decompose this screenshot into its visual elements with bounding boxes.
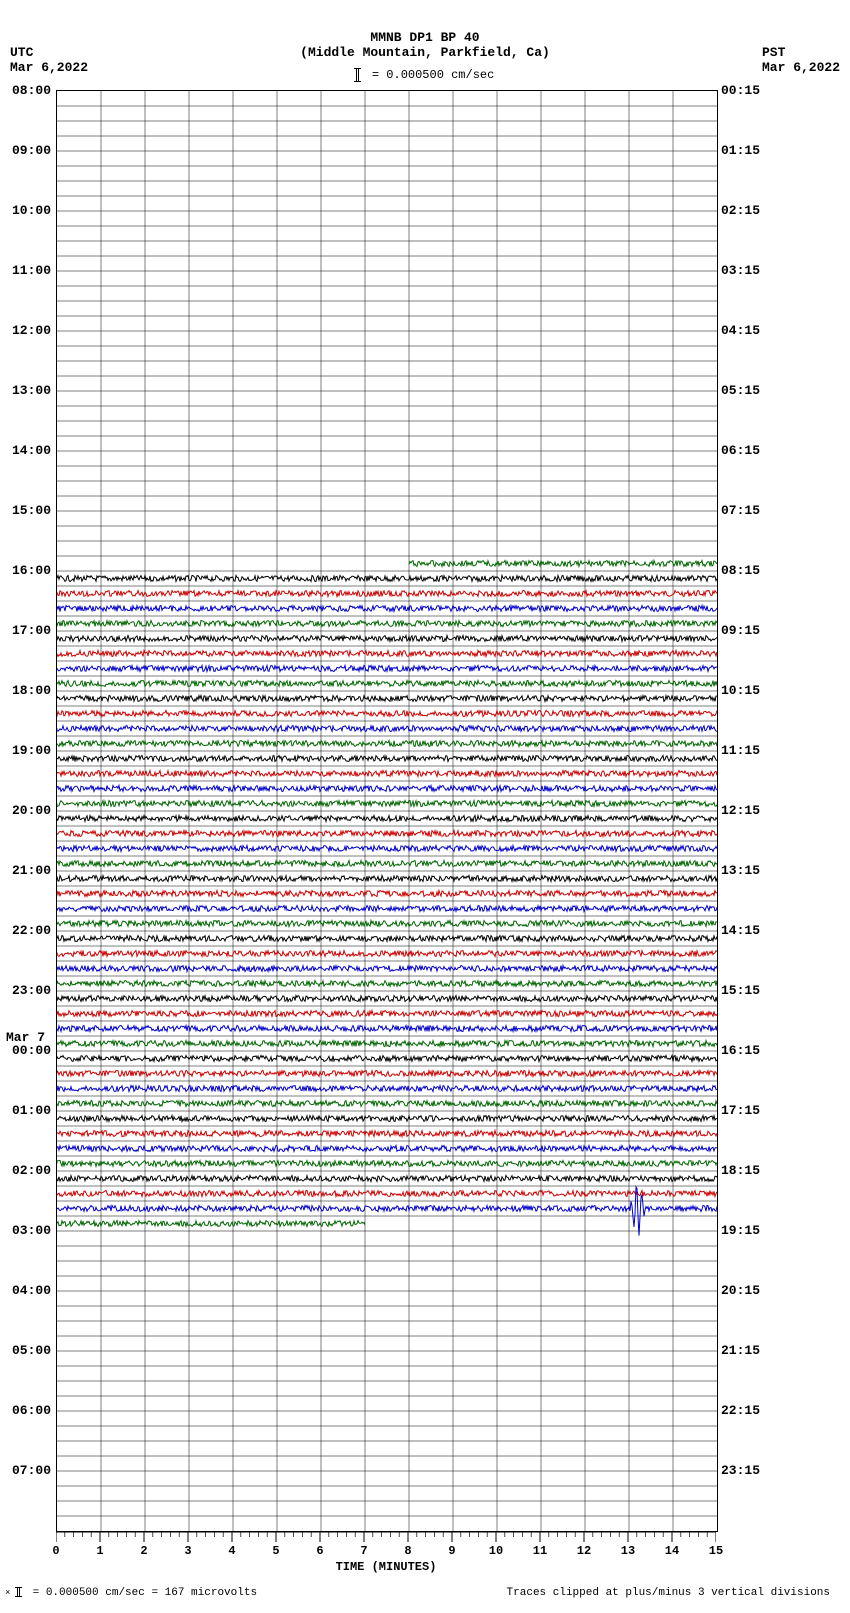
utc-hour-label: 00:00 — [3, 1043, 51, 1058]
utc-hour-label: 14:00 — [3, 443, 51, 458]
pst-hour-label: 11:15 — [721, 743, 760, 758]
scale-bar-icon — [356, 68, 359, 82]
pst-hour-label: 13:15 — [721, 863, 760, 878]
utc-hour-label: 05:00 — [3, 1343, 51, 1358]
utc-hour-label: 22:00 — [3, 923, 51, 938]
x-tick-label: 6 — [316, 1544, 323, 1558]
pst-hour-label: 22:15 — [721, 1403, 760, 1418]
pst-hour-label: 21:15 — [721, 1343, 760, 1358]
utc-hour-label: 18:00 — [3, 683, 51, 698]
pst-hour-label: 02:15 — [721, 203, 760, 218]
x-tick-label: 2 — [140, 1544, 147, 1558]
x-tick-label: 7 — [360, 1544, 367, 1558]
x-tick-label: 11 — [533, 1544, 547, 1558]
utc-hour-label: 10:00 — [3, 203, 51, 218]
pst-tz: PST — [762, 45, 840, 60]
seismogram-container: MMNB DP1 BP 40 (Middle Mountain, Parkfie… — [0, 0, 850, 1613]
x-tick-label: 14 — [665, 1544, 679, 1558]
pst-hour-label: 19:15 — [721, 1223, 760, 1238]
pst-hour-label: 04:15 — [721, 323, 760, 338]
utc-hour-label: 08:00 — [3, 83, 51, 98]
x-tick-label: 9 — [448, 1544, 455, 1558]
x-tick-label: 0 — [52, 1544, 59, 1558]
utc-tz: UTC — [10, 45, 88, 60]
x-tick-label: 12 — [577, 1544, 591, 1558]
x-tick-label: 13 — [621, 1544, 635, 1558]
pst-hour-label: 15:15 — [721, 983, 760, 998]
footer-left-text: = 0.000500 cm/sec = 167 microvolts — [33, 1587, 257, 1599]
pst-hour-label: 20:15 — [721, 1283, 760, 1298]
x-tick-label: 1 — [96, 1544, 103, 1558]
utc-hour-label: 01:00 — [3, 1103, 51, 1118]
day-marker: Mar 7 — [6, 1030, 45, 1045]
footer-right: Traces clipped at plus/minus 3 vertical … — [507, 1587, 830, 1599]
utc-hour-label: 02:00 — [3, 1163, 51, 1178]
pst-hour-label: 14:15 — [721, 923, 760, 938]
utc-hour-label: 07:00 — [3, 1463, 51, 1478]
pst-hour-label: 06:15 — [721, 443, 760, 458]
utc-hour-label: 20:00 — [3, 803, 51, 818]
scale-text: = 0.000500 cm/sec — [372, 68, 494, 82]
pst-hour-label: 16:15 — [721, 1043, 760, 1058]
scale-bar-icon — [17, 1587, 20, 1597]
footer-left: × = 0.000500 cm/sec = 167 microvolts — [5, 1587, 257, 1599]
x-axis-ticks — [56, 1532, 716, 1562]
utc-hour-label: 12:00 — [3, 323, 51, 338]
x-tick-label: 4 — [228, 1544, 235, 1558]
utc-hour-label: 19:00 — [3, 743, 51, 758]
utc-hour-label: 15:00 — [3, 503, 51, 518]
station-title: MMNB DP1 BP 40 — [0, 30, 850, 45]
utc-hour-label: 23:00 — [3, 983, 51, 998]
utc-hour-label: 09:00 — [3, 143, 51, 158]
x-tick-label: 10 — [489, 1544, 503, 1558]
utc-hour-label: 03:00 — [3, 1223, 51, 1238]
station-subtitle: (Middle Mountain, Parkfield, Ca) — [0, 45, 850, 60]
pst-hour-label: 07:15 — [721, 503, 760, 518]
pst-hour-label: 18:15 — [721, 1163, 760, 1178]
utc-hour-label: 17:00 — [3, 623, 51, 638]
x-axis: 0123456789101112131415 TIME (MINUTES) — [56, 1532, 716, 1582]
utc-hour-label: 11:00 — [3, 263, 51, 278]
x-tick-label: 8 — [404, 1544, 411, 1558]
header: MMNB DP1 BP 40 (Middle Mountain, Parkfie… — [0, 30, 850, 60]
x-tick-label: 15 — [709, 1544, 723, 1558]
pst-hour-label: 23:15 — [721, 1463, 760, 1478]
plot-svg — [57, 91, 717, 1531]
seismogram-plot — [56, 90, 718, 1532]
utc-hour-label: 04:00 — [3, 1283, 51, 1298]
utc-hour-label: 16:00 — [3, 563, 51, 578]
pst-hour-label: 00:15 — [721, 83, 760, 98]
utc-hour-label: 21:00 — [3, 863, 51, 878]
pst-hour-label: 12:15 — [721, 803, 760, 818]
pst-hour-label: 09:15 — [721, 623, 760, 638]
pst-hour-label: 08:15 — [721, 563, 760, 578]
pst-hour-label: 10:15 — [721, 683, 760, 698]
utc-hour-label: 13:00 — [3, 383, 51, 398]
x-axis-label: TIME (MINUTES) — [56, 1560, 716, 1574]
x-tick-label: 5 — [272, 1544, 279, 1558]
pst-hour-label: 05:15 — [721, 383, 760, 398]
pst-hour-label: 01:15 — [721, 143, 760, 158]
x-tick-label: 3 — [184, 1544, 191, 1558]
scale-label: = 0.000500 cm/sec — [0, 68, 850, 82]
pst-hour-label: 17:15 — [721, 1103, 760, 1118]
pst-hour-label: 03:15 — [721, 263, 760, 278]
utc-hour-label: 06:00 — [3, 1403, 51, 1418]
